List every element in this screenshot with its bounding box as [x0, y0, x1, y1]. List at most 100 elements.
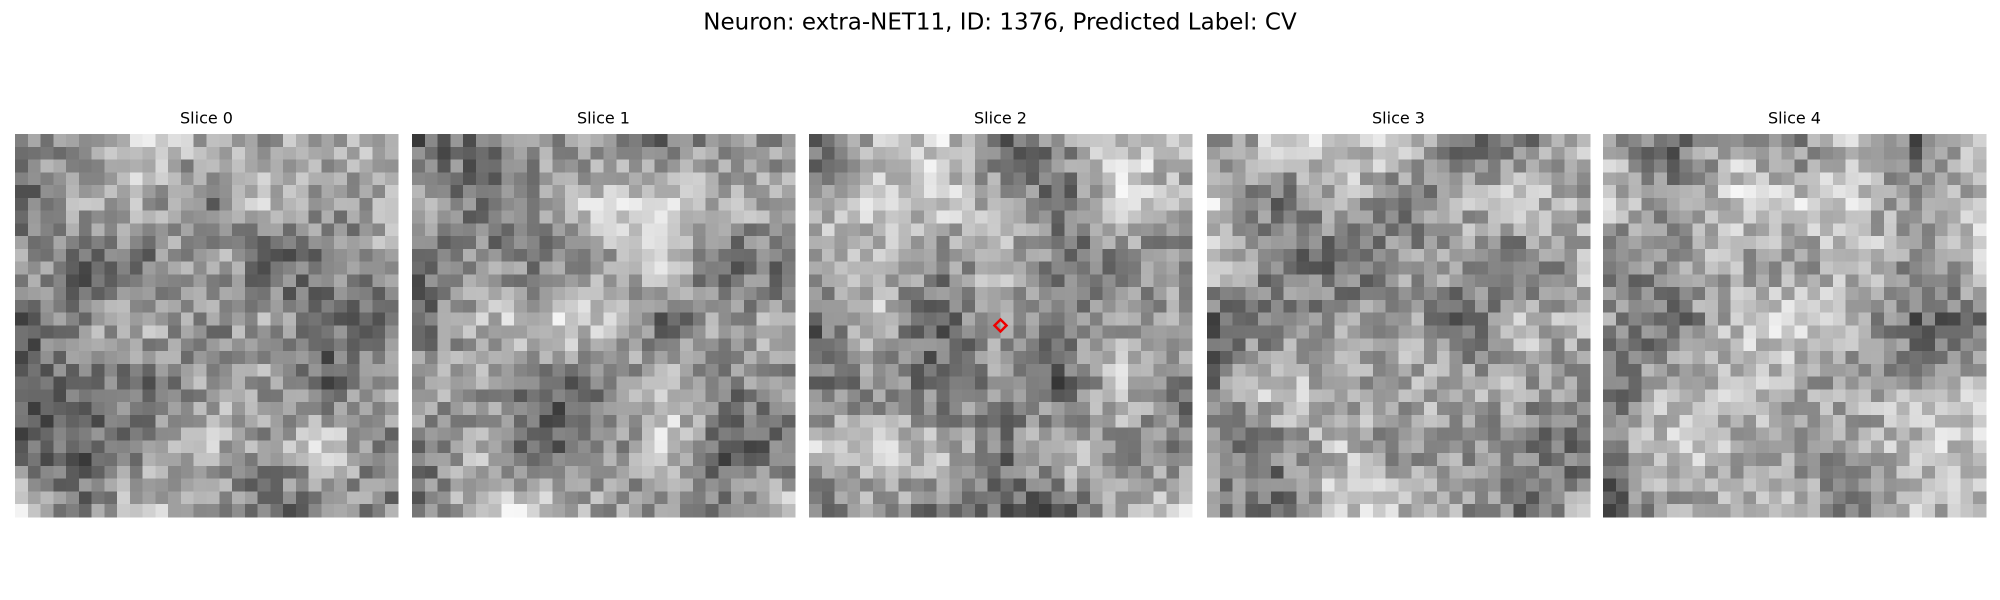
pixel	[1283, 453, 1297, 467]
pixel	[1475, 274, 1489, 288]
pixel	[270, 338, 284, 352]
pixel	[1960, 287, 1974, 301]
pixel	[1513, 338, 1527, 352]
pixel	[168, 414, 182, 429]
pixel	[1360, 287, 1374, 301]
pixel	[1038, 248, 1053, 263]
pixel	[129, 363, 144, 378]
pixel	[1960, 402, 1974, 416]
pixel	[1564, 363, 1578, 378]
pixel	[40, 465, 54, 480]
pixel	[743, 185, 758, 199]
pixel	[1717, 440, 1732, 454]
pixel	[1934, 197, 1949, 212]
pixel	[514, 159, 528, 173]
pixel	[514, 465, 528, 480]
pixel	[1334, 325, 1349, 339]
pixel	[475, 440, 490, 454]
pixel	[155, 172, 169, 186]
pixel	[334, 351, 348, 365]
pixel	[385, 491, 399, 505]
pixel	[834, 312, 848, 327]
pixel	[155, 351, 169, 365]
pixel	[641, 159, 656, 173]
pixel	[1947, 210, 1962, 224]
pixel	[219, 440, 233, 454]
pixel	[705, 210, 719, 224]
pixel	[1258, 287, 1272, 301]
pixel	[1398, 453, 1412, 467]
pixel	[1424, 504, 1438, 518]
pixel	[1064, 440, 1078, 454]
pixel	[372, 453, 386, 467]
pixel	[847, 376, 861, 390]
pixel	[1615, 146, 1630, 161]
pixel	[1947, 504, 1962, 518]
pixel	[782, 223, 796, 237]
pixel	[180, 287, 195, 301]
pixel	[1781, 248, 1796, 263]
pixel	[1128, 172, 1142, 186]
pixel	[1207, 338, 1221, 352]
pixel	[1564, 248, 1578, 263]
pixel	[1153, 389, 1168, 403]
pixel	[1321, 402, 1336, 416]
pixel	[1102, 440, 1116, 454]
pixel	[1896, 389, 1910, 403]
pixel	[1089, 146, 1104, 161]
pixel	[1883, 453, 1898, 467]
pixel	[987, 465, 1002, 480]
pixel	[1102, 376, 1116, 390]
pixel	[539, 440, 554, 454]
pixel	[860, 274, 874, 288]
pixel	[117, 351, 131, 365]
pixel	[142, 159, 157, 173]
pixel	[463, 274, 477, 288]
pixel	[782, 236, 796, 250]
pixel	[1692, 299, 1706, 314]
pixel	[756, 287, 771, 301]
pixel	[15, 274, 29, 288]
pixel	[1462, 159, 1476, 173]
pixel	[1219, 274, 1234, 288]
pixel	[78, 248, 93, 263]
pixel	[1615, 248, 1630, 263]
pixel	[514, 402, 528, 416]
pixel	[911, 478, 925, 493]
pixel	[718, 159, 732, 173]
pixel	[206, 134, 220, 148]
pixel	[180, 491, 195, 505]
pixel	[1102, 159, 1116, 173]
pixel	[1102, 312, 1116, 327]
pixel	[1832, 236, 1847, 250]
pixel	[847, 504, 861, 518]
pixel	[821, 248, 836, 263]
pixel	[1207, 453, 1221, 467]
pixel	[193, 312, 208, 327]
pixel	[1654, 146, 1668, 161]
pixel	[1232, 172, 1246, 186]
pixel	[782, 440, 796, 454]
pixel	[1807, 376, 1821, 390]
pixel	[616, 376, 630, 390]
pixel	[206, 197, 220, 212]
pixel	[193, 465, 208, 480]
pixel	[1064, 504, 1078, 518]
pixel	[1896, 287, 1910, 301]
pixel	[974, 351, 989, 365]
pixel	[987, 427, 1002, 441]
pixel	[885, 236, 899, 250]
pixel	[1960, 248, 1974, 263]
pixel	[565, 185, 579, 199]
pixel	[590, 389, 605, 403]
pixel	[1051, 478, 1065, 493]
pixel	[1896, 478, 1910, 493]
pixel	[1449, 478, 1463, 493]
pixel	[1538, 261, 1553, 276]
pixel	[949, 197, 963, 212]
pixel	[1820, 159, 1834, 173]
pixel	[40, 236, 54, 250]
pixel	[1577, 210, 1591, 224]
pixel	[1179, 414, 1193, 429]
pixel	[1756, 351, 1770, 365]
